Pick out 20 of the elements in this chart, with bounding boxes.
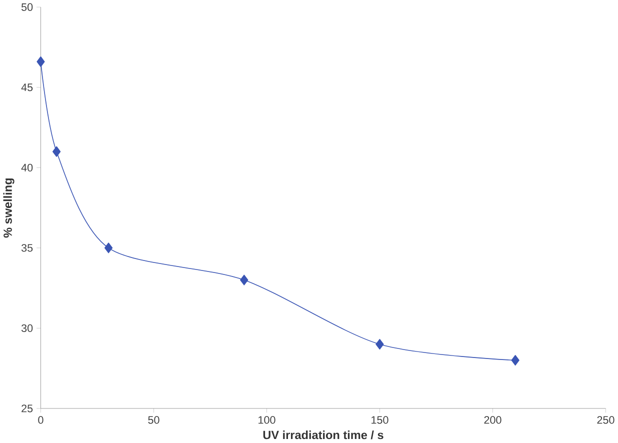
point [376,339,384,350]
y-tick-label: 40 [21,164,33,172]
point [240,274,248,286]
y-tick-label: 50 [21,4,33,12]
y-tick-label: 45 [21,84,33,92]
x-tick-label: 200 [484,416,502,424]
x-axis-title: UV irradiation time / s [263,430,384,440]
point [511,355,520,366]
point [52,146,61,158]
y-tick-label: 35 [21,244,33,252]
x-tick-label: 250 [597,416,614,424]
x-tick-label: 150 [372,416,388,424]
y-axis-title: % swelling [3,178,14,238]
x-tick-label: 50 [148,416,160,424]
x-tick-label: 0 [38,416,44,424]
point [104,242,113,254]
point [36,56,45,68]
y-tick-label: 30 [21,324,33,332]
x-tick-label: 100 [258,416,276,424]
y-tick-label: 25 [22,404,33,412]
